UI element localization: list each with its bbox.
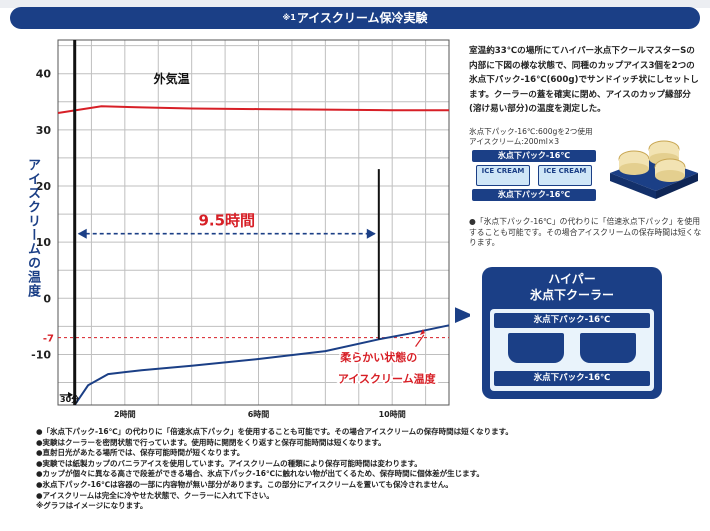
note-item: ●「氷点下パック-16℃」の代わりに「倍速氷点下パック」を使用することも可能です…: [36, 427, 513, 436]
cooler-illustration: ハイパー 氷点下クーラー 氷点下パック-16℃ 氷点下パック-16℃: [482, 267, 662, 399]
y-tick-label: 20: [36, 180, 52, 193]
cooler-photo-illustration: [610, 140, 698, 199]
cooler-ice-cup: [508, 333, 564, 363]
reference-line-label: -7: [43, 334, 54, 345]
cooler-ice-cup: [580, 333, 636, 363]
duration-arrowhead-right: [366, 228, 376, 239]
x-tick-label: 10時間: [379, 409, 406, 419]
start-label: 30分: [60, 394, 79, 404]
duration-arrowhead-left: [77, 228, 87, 239]
experiment-description: 室温約33℃の場所にてハイパー氷点下クールマスターSの内部に下図の様な状態で、同…: [469, 46, 699, 114]
x-tick-labels: 2時間 6時間 10時間: [114, 409, 406, 419]
plot-frame: [57, 39, 450, 406]
start-pointer-arrowhead: [68, 391, 74, 398]
setup-pack-bottom: 氷点下パック-16℃: [472, 189, 596, 201]
ice-temp-line: [73, 324, 450, 406]
top-band: [0, 0, 710, 8]
setup-caption-line: アイスクリーム:200ml×3: [469, 137, 560, 146]
note-item: ●実験はクーラーを密閉状態で行っています。使用時に開閉をくり返すと保存可能時間は…: [36, 437, 386, 447]
y-tick-label: 10: [36, 236, 52, 249]
substitute-note: ●「氷点下パック-16℃」の代わりに「倍速氷点下パック」を使用することも可能です…: [469, 217, 702, 247]
note-item: ●実験では紙製カップのバニラアイスを使用しています。アイスクリームの種類により保…: [36, 458, 422, 468]
setup-caption-line: 氷点下パック-16℃:600gを2つ使用: [469, 127, 593, 136]
note-item: ●カップが個々に異なる高さで段差ができる場合、氷点下パック-16℃に触れない物が…: [36, 469, 484, 479]
setup-ice-cup: ICE CREAM: [476, 165, 530, 186]
y-tick-labels: 40 30 20 10 0 -10: [31, 68, 51, 362]
soft-temp-label-line2: アイスクリーム温度: [338, 372, 437, 386]
cooler-pack-top: 氷点下パック-16℃: [494, 313, 650, 328]
chart-grid: [57, 39, 450, 406]
y-tick-label: 30: [36, 124, 52, 137]
x-tick-label: 2時間: [114, 409, 136, 419]
y-tick-label: -10: [31, 348, 51, 361]
title-note-mark: ※1: [282, 13, 296, 22]
cooler-pointer: [455, 307, 470, 324]
duration-label: 9.5時間: [198, 212, 255, 230]
notes-list: ●「氷点下パック-16℃」の代わりに「倍速氷点下パック」を使用することも可能です…: [36, 427, 696, 512]
soft-temp-label-line1: 柔らかい状態の: [339, 350, 417, 364]
setup-caption: 氷点下パック-16℃:600gを2つ使用 アイスクリーム:200ml×3: [469, 127, 593, 147]
cooler-pack-bottom: 氷点下パック-16℃: [494, 371, 650, 386]
title-bar: ※1アイスクリーム保冷実験: [10, 7, 700, 29]
note-item: ●アイスクリームは完全に冷やせた状態で、クーラーに入れて下さい。: [36, 490, 274, 500]
note-item: ●氷点下パック-16℃は容器の一部に内容物が無い部分があります。この部分にアイス…: [36, 479, 453, 489]
cooler-name-line: ハイパー: [548, 272, 596, 286]
outside-temp-label: 外気温: [154, 71, 190, 86]
y-tick-label: 0: [43, 292, 51, 305]
soft-temp-pointer-line: [415, 334, 425, 347]
y-tick-label: 40: [36, 68, 52, 81]
y-axis-label: アイスクリームの温度: [25, 158, 40, 298]
note-item: ※グラフはイメージになります。: [36, 501, 148, 511]
cooler-name-line: 氷点下クーラー: [529, 288, 614, 302]
soft-temp-pointer-arrowhead: [419, 329, 425, 336]
page-title: アイスクリーム保冷実験: [296, 11, 428, 25]
x-tick-label: 6時間: [248, 409, 270, 419]
temperature-chart: 40 30 20 10 0 -10 2時間 6時間 10時間 -7 9.5時間 外気温 30分 柔らか…: [31, 39, 470, 419]
setup-ice-cup: ICE CREAM: [538, 165, 592, 186]
setup-pack-top: 氷点下パック-16℃: [472, 150, 596, 162]
cooler-name: ハイパー 氷点下クーラー: [482, 271, 662, 303]
cooler-inner: 氷点下パック-16℃ 氷点下パック-16℃: [490, 309, 654, 391]
note-item: ●直射日光があたる場所では、保存可能時間が短くなります。: [36, 448, 245, 458]
outside-temp-line: [57, 105, 449, 114]
